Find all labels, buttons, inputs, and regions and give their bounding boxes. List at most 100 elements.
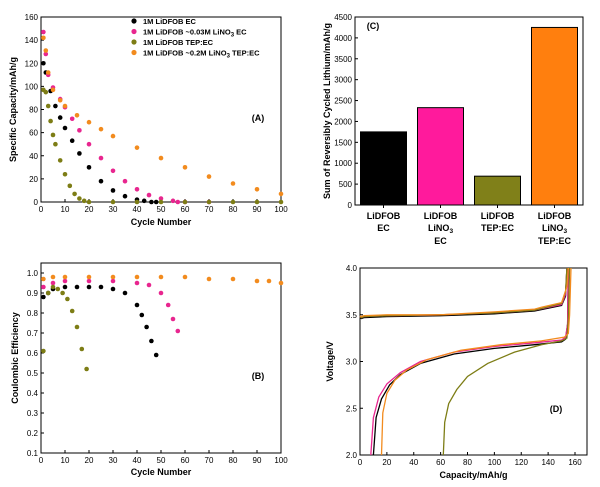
panel-a-xtick-label: 30 [109,205,118,214]
panel-b-point [110,286,116,292]
panel-b-xtick-label: 10 [61,456,70,465]
panel-a-point [230,199,236,205]
panel-b-ytick-label: 0.2 [27,429,39,438]
panel-d-discharge-curve [370,267,569,456]
panel-a-point [206,174,212,179]
panel-a-point [158,199,164,205]
panel-c-label: (C) [367,21,380,31]
legend-text: 1M LiDFOB TEP:EC [143,38,214,47]
panel-d-xtick-label: 80 [463,458,472,467]
panel-a-xtick-label: 20 [85,205,94,214]
panel-a-point [41,29,46,35]
panel-a-point [98,178,104,184]
legend-text: 1M LiDFOB ~0.03M LiNO [143,28,231,37]
panel-a-ytick-label: 80 [29,106,38,115]
panel-d-xtick-label: 140 [541,458,555,467]
panel-a-ytick-label: 160 [25,13,39,22]
panel-b-ytick-label: 0.3 [27,409,39,418]
panel-b-ytick-label: 0.9 [27,289,39,298]
panel-c-category-line2: LiNO3 [542,223,568,235]
panel-a-point [41,60,46,66]
panel-a-point [41,35,46,41]
panel-a-legend-marker [131,39,137,45]
panel-b-point [86,274,92,280]
legend-subscript: 3 [231,33,235,39]
panel-c-bar [474,175,521,206]
panel-c-category-line1: LiDFOB [538,211,572,221]
panel-b-xtick-label: 0 [39,456,44,465]
panel-a-point [67,183,73,189]
panel-a-point [146,192,152,198]
panel-b-point [74,324,80,330]
panel-c-category-line1: LiDFOB [424,211,458,221]
panel-a-point [122,193,128,199]
panel-a-point [69,138,75,144]
panel-b-point [146,282,152,288]
panel-d-discharge-curve [380,267,572,456]
panel-b-xlabel: Cycle Number [131,467,192,477]
panel-a-legend-entry: 1M LiDFOB TEP:EC [143,38,214,47]
panel-a-point [77,151,82,156]
panel-b-point [45,290,51,296]
panel-a-point [53,103,58,109]
panel-b-point [86,278,92,284]
panel-b-point [254,278,260,284]
panel-a-point [69,116,75,122]
panel-a-point [48,118,53,124]
category-subscript: 3 [449,228,453,235]
panel-b-series [41,284,89,372]
panel-a-point [110,168,116,174]
panel-b-point [98,284,104,290]
panel-a-point [278,199,284,205]
panel-b-xtick-label: 60 [181,456,190,465]
panel-a-point [254,186,260,192]
panel-d-xtick-label: 0 [358,458,363,467]
panel-b-point [86,284,92,290]
panel-a-point [182,199,188,205]
panel-b-ytick-label: 0.7 [27,329,39,338]
panel-b-point [50,284,56,290]
panel-b-point [62,284,68,290]
panel-b-xtick-label: 20 [85,456,94,465]
panel-c-bar [360,131,407,206]
panel-c-category-line1: LiDFOB [367,211,401,221]
panel-a-xtick-label: 50 [157,205,166,214]
legend-text: 1M LiDFOB ~0.2M LiNO [143,49,227,58]
panel-d-charge-curve [359,267,569,318]
panel-b-point [79,346,85,352]
panel-a-point [77,196,82,201]
panel-a-point [110,133,116,139]
panel-b-xtick-label: 100 [274,456,288,465]
panel-a-series [41,35,284,197]
panel-d-ytick-label: 3.0 [346,358,358,367]
panel-a-point [72,191,77,197]
panel-b-point [69,308,75,314]
panel-b-xtick-label: 50 [157,456,166,465]
legend-text-tail: EC [234,28,247,37]
panel-b-series [41,284,159,358]
panel-b-point [110,274,116,280]
panel-a-legend-entry: 1M LiDFOB EC [143,17,197,26]
legend-subscript: 3 [227,54,231,60]
panel-a-xtick-label: 0 [39,205,44,214]
panel-b-point [144,324,149,330]
panel-a-point [230,181,236,186]
panel-b-ytick-label: 0.1 [27,449,39,458]
panel-a-point [278,191,284,197]
panel-b-point [41,348,46,354]
panel-a-point [149,199,154,205]
panel-a-point [81,198,87,204]
panel-d-xtick-label: 60 [436,458,445,467]
panel-a-point [77,128,82,133]
panel-b-ytick-label: 0.8 [27,309,39,318]
panel-a-xtick-label: 70 [205,205,214,214]
panel-b-ytick-label: 0.5 [27,369,39,378]
panel-b-point [84,366,89,372]
panel-c-ylabel: Sum of Reversibly Cycled Lithium/mAh/g [322,23,332,199]
panel-a-point [134,199,140,205]
panel-d-frame [359,267,588,456]
panel-c-ytick-label: 2500 [334,97,352,106]
panel-d-discharge-curve [372,267,569,456]
panel-c-category-line2: LiNO3 [428,223,454,235]
legend-text-tail: TEP:EC [230,49,260,58]
